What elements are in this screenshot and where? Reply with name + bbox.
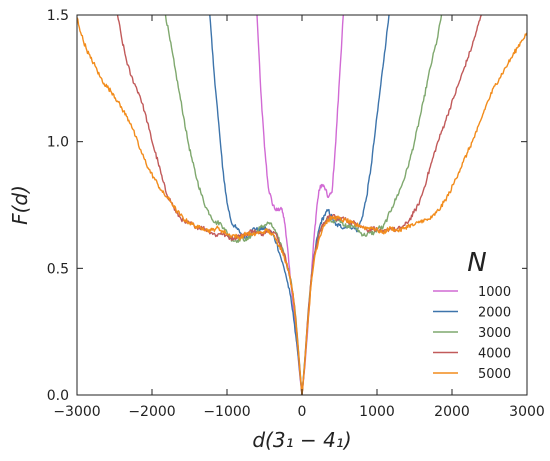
legend-label-2000: 2000	[478, 306, 511, 321]
series-line-5000	[77, 17, 527, 395]
x-tick-label: −1000	[203, 404, 250, 420]
series-line-1000	[256, 15, 344, 395]
series-line-3000	[164, 15, 443, 395]
x-tick-label: 3000	[509, 404, 545, 420]
legend-box	[418, 240, 522, 388]
legend-label-3000: 3000	[478, 326, 511, 341]
y-tick-label: 1.0	[47, 135, 69, 151]
legend-items: 1000 2000 3000 4000 5000	[433, 285, 511, 382]
x-tick-label: 2000	[434, 404, 470, 420]
ticks-layer: −3000 −2000 −1000 0 1000 2000 3000 0.0 0.5 1.0 1.5	[47, 8, 545, 420]
legend-label-4000: 4000	[478, 347, 511, 362]
y-tick-label: 1.5	[47, 8, 69, 24]
series-line-2000	[209, 15, 390, 395]
y-axis-label: F(d)	[8, 185, 32, 225]
y-tick-label: 0.5	[47, 261, 69, 277]
legend-label-5000: 5000	[478, 367, 511, 382]
series-layer	[77, 15, 527, 395]
x-tick-label: −3000	[53, 404, 100, 420]
x-tick-label: −2000	[128, 404, 175, 420]
y-tick-label: 0.0	[47, 388, 69, 404]
x-tick-label: 0	[298, 404, 307, 420]
legend-title: N	[467, 248, 486, 278]
x-axis-label: d(3₁ − 4₁)	[252, 428, 351, 452]
legend: N 1000 2000 3000 4000 5000	[418, 240, 522, 388]
x-tick-label: 1000	[359, 404, 395, 420]
legend-label-1000: 1000	[478, 285, 511, 300]
